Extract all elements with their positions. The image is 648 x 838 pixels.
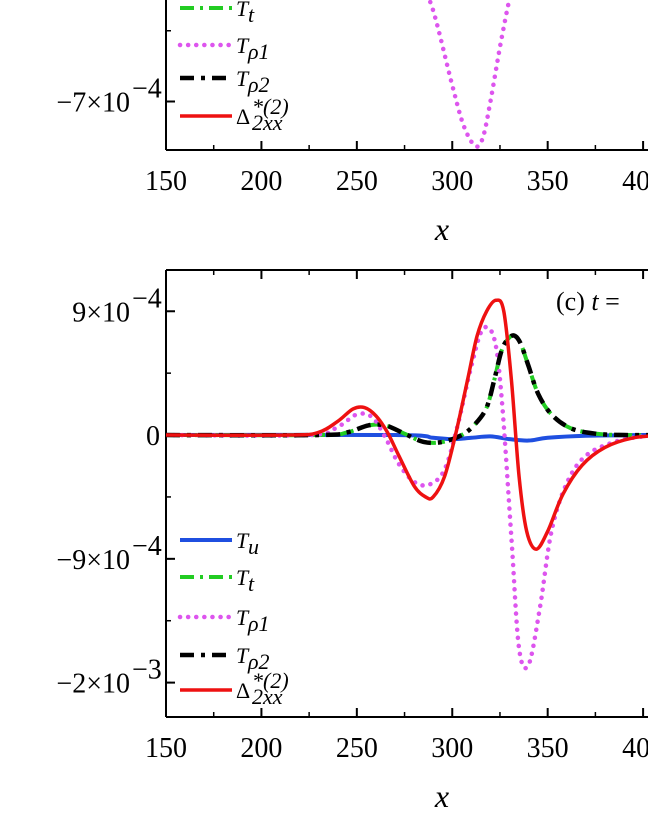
y-tick-label: 0: [146, 421, 160, 452]
x-tick-label: 150: [145, 166, 187, 197]
chart-panel-1: 150200250300350400x−7×10−4TtTρ1Tρ2Δ*(2)2…: [56, 0, 648, 247]
x-tick-label: 400: [622, 733, 648, 764]
series-T_rho1: [427, 0, 512, 149]
chart-panel-2: 150200250300350400x9×10−40−9×10−4−2×10−3…: [56, 269, 648, 814]
x-tick-label: 350: [527, 733, 569, 764]
series-Delta: [166, 298, 648, 551]
y-tick-label: −9×10: [56, 545, 130, 576]
legend-label-T_t: T: [236, 0, 250, 21]
y-tick-label: −7×10: [56, 87, 130, 118]
x-tick-label: 300: [431, 733, 473, 764]
legend-label-Delta: Δ: [236, 678, 250, 703]
legend-label-Delta: Δ: [236, 104, 250, 129]
legend-label-T_rho2: T: [236, 66, 250, 91]
legend-sub-T_rho2: ρ2: [247, 72, 270, 97]
legend-sub-Delta: 2xx: [252, 684, 283, 709]
legend-sup-Delta: *(2): [252, 668, 289, 693]
y-tick-exponent: −3: [132, 655, 162, 686]
y-tick-exponent: −4: [132, 531, 162, 562]
legend-sub-T_t: t: [248, 571, 255, 596]
legend-sub-T_t: t: [248, 2, 255, 27]
x-tick-label: 150: [145, 733, 187, 764]
y-tick-label: 9×10: [72, 297, 130, 328]
x-tick-label: 300: [431, 166, 473, 197]
series-T_t: [166, 333, 648, 445]
legend-label-T_rho1: T: [236, 33, 250, 58]
x-tick-label: 200: [240, 166, 282, 197]
x-tick-label: 250: [336, 166, 378, 197]
x-tick-label: 250: [336, 733, 378, 764]
legend-label-T_u: T: [236, 528, 250, 553]
legend-sup-Delta: *(2): [252, 94, 289, 119]
y-tick-exponent: −4: [132, 283, 162, 314]
series-T_rho2: [166, 333, 648, 446]
x-tick-label: 400: [622, 166, 648, 197]
x-axis-label: x: [434, 778, 449, 814]
x-tick-label: 200: [240, 733, 282, 764]
legend-sub-T_rho1: ρ1: [247, 39, 270, 64]
y-tick-exponent: −4: [132, 73, 162, 104]
x-axis-label: x: [434, 211, 449, 247]
x-tick-label: 350: [527, 166, 569, 197]
y-tick-label: −2×10: [56, 669, 130, 700]
series-group: [427, 0, 512, 149]
legend-sub-T_rho1: ρ1: [247, 611, 270, 636]
legend-sub-Delta: 2xx: [252, 110, 283, 135]
legend-label-T_rho1: T: [236, 605, 250, 630]
series-group: [166, 298, 648, 671]
legend-label-T_t: T: [236, 565, 250, 590]
legend-sub-T_rho2: ρ2: [247, 649, 270, 674]
legend-label-T_rho2: T: [236, 643, 250, 668]
panel-label: (c) t =: [556, 287, 620, 316]
legend-sub-T_u: u: [248, 534, 259, 559]
